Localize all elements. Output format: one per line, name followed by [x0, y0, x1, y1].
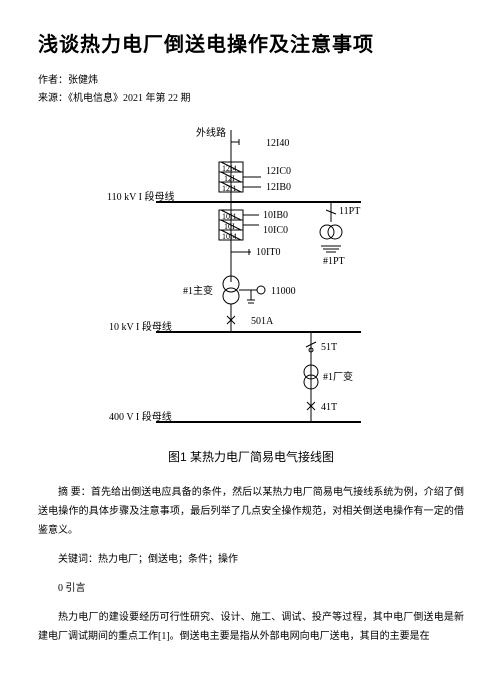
label-12IB0: 12IB0 — [266, 182, 291, 193]
author-line: 作者：张健炜 — [38, 71, 464, 86]
abstract-label: 摘 要： — [58, 487, 91, 498]
label-ext-line: 外线路 — [196, 126, 226, 139]
source-label: 来源： — [38, 93, 68, 104]
label-pt-dev: #1PT — [323, 256, 345, 267]
label-10IC0: 10IC0 — [263, 225, 288, 236]
author-name: 张健炜 — [68, 75, 98, 86]
paper-title: 浅谈热力电厂倒送电操作及注意事项 — [38, 28, 464, 57]
abstract: 摘 要：首先给出倒送电应具备的条件，然后以某热力电厂简易电气接线系统为例，介绍了… — [38, 483, 464, 540]
keywords-label: 关键词： — [58, 554, 98, 565]
body-text-0: 热力电厂的建设要经历可行性研究、设计、施工、调试、投产等过程，其中电厂倒送电是新… — [38, 608, 464, 646]
figure-1: 外线路 12I40 12I4 12I 12I1 12IC0 12IB0 110 … — [38, 122, 464, 465]
figure-caption: 图1 某热力电厂简易电气接线图 — [38, 448, 464, 465]
label-12I1: 12I1 — [222, 184, 237, 193]
label-10IT0: 10IT0 — [256, 247, 280, 258]
label-12IC0: 12IC0 — [266, 166, 291, 177]
label-41T: 41T — [321, 402, 337, 413]
author-label: 作者： — [38, 75, 68, 86]
label-main-trans: #1主变 — [183, 284, 213, 297]
label-10I4: 10I4 — [222, 232, 237, 241]
source-line: 来源：《机电信息》2021 年第 22 期 — [38, 89, 464, 104]
label-12I40: 12I40 — [266, 138, 289, 149]
label-bus400: 400 V I 段母线 — [109, 410, 172, 423]
source-text: 《机电信息》2021 年第 22 期 — [68, 93, 191, 104]
label-plant-trans: #1厂变 — [323, 370, 353, 383]
label-51T: 51T — [321, 342, 337, 353]
label-501A: 501A — [251, 316, 274, 327]
abstract-text: 首先给出倒送电应具备的条件，然后以某热力电厂简易电气接线系统为例，介绍了倒送电操… — [38, 487, 464, 536]
keywords: 关键词：热力电厂；倒送电；条件；操作 — [38, 550, 464, 569]
label-11PT: 11PT — [339, 206, 360, 217]
label-11000: 11000 — [271, 286, 296, 297]
label-10IB0: 10IB0 — [263, 210, 288, 221]
section-0-title: 0 引言 — [38, 579, 464, 598]
label-bus10: 10 kV I 段母线 — [109, 320, 172, 333]
label-bus110: 110 kV I 段母线 — [107, 190, 175, 203]
keywords-text: 热力电厂；倒送电；条件；操作 — [98, 554, 238, 565]
